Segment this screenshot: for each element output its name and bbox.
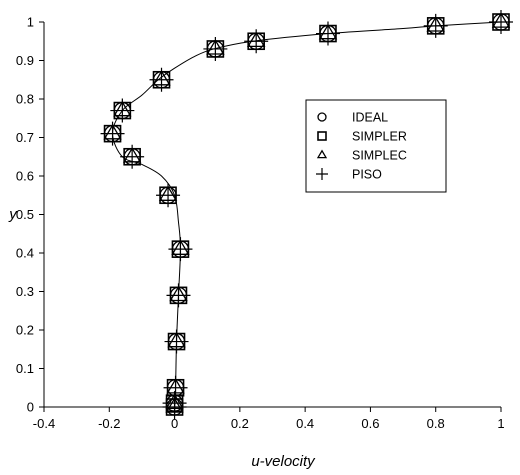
- legend-label-ideal: IDEAL: [352, 111, 388, 125]
- y-tick-label: 0.5: [16, 207, 34, 222]
- piso-marker: [315, 21, 340, 46]
- legend-circle-icon: [317, 112, 327, 122]
- y-tick-label: 0.6: [16, 169, 34, 184]
- piso-marker: [423, 13, 448, 38]
- legend-label-simpler: SIMPLER: [352, 130, 407, 144]
- x-axis-label: u-velocity: [251, 453, 316, 470]
- legend-box: [305, 99, 447, 193]
- piso-marker: [489, 10, 513, 34]
- y-tick-label: 0.9: [16, 53, 34, 68]
- y-tick-label: 0.2: [16, 323, 34, 338]
- y-tick-label: 0.8: [16, 92, 34, 107]
- piso-marker: [110, 98, 135, 123]
- piso-marker: [168, 237, 193, 262]
- data-markers-layer: [100, 10, 513, 419]
- y-tick-label: 0: [27, 400, 34, 415]
- piso-marker: [244, 29, 269, 54]
- piso-marker: [149, 67, 174, 92]
- y-axis-label: y: [8, 206, 18, 223]
- piso-marker: [162, 391, 187, 416]
- legend: IDEAL SIMPLER SIMPLEC PISO: [305, 99, 447, 193]
- legend-triangle-icon: [316, 149, 328, 159]
- piso-marker: [164, 329, 189, 354]
- legend-square-icon: [317, 131, 327, 141]
- y-tick-label: 0.3: [16, 284, 34, 299]
- legend-plus-icon: [316, 168, 328, 180]
- x-tick-label: 1: [497, 416, 504, 431]
- y-tick-label: 1: [27, 15, 34, 30]
- x-tick-label: 0.8: [427, 416, 445, 431]
- legend-label-simplec: SIMPLEC: [352, 149, 407, 163]
- y-tick-label: 0.4: [16, 246, 34, 261]
- piso-marker: [166, 283, 191, 308]
- axes: -0.4 -0.2 0 0.2 0.4 0.6 0.8 1 0 0.1 0.2 0.3 0.4 0.5 0.…: [16, 15, 505, 432]
- y-tick-label: 0.7: [16, 130, 34, 145]
- legend-label-piso: PISO: [352, 168, 382, 182]
- x-tick-label: 0.4: [296, 416, 314, 431]
- y-tick-label: 0.1: [16, 361, 34, 376]
- x-tick-label: -0.4: [33, 416, 55, 431]
- x-tick-label: -0.2: [98, 416, 120, 431]
- x-tick-label: 0.2: [231, 416, 249, 431]
- x-tick-label: 0: [171, 416, 178, 431]
- piso-marker: [120, 144, 145, 169]
- piso-marker: [100, 121, 125, 146]
- piso-marker: [156, 183, 181, 208]
- x-tick-label: 0.6: [361, 416, 379, 431]
- piso-marker: [163, 375, 188, 400]
- piso-marker: [203, 36, 228, 61]
